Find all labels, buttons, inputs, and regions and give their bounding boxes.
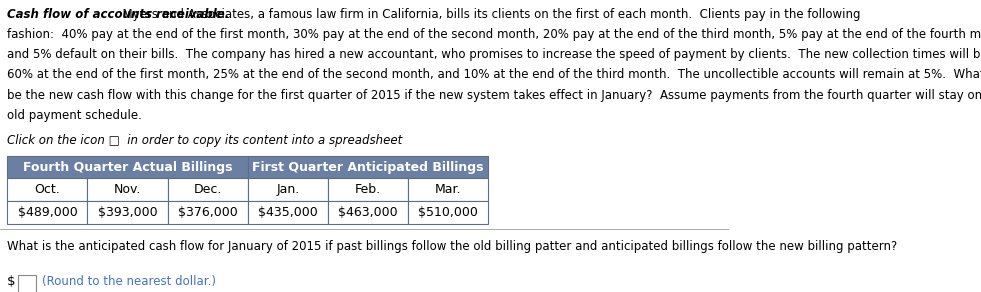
- Text: $510,000: $510,000: [418, 206, 478, 219]
- FancyBboxPatch shape: [408, 201, 489, 224]
- Text: $: $: [7, 275, 16, 288]
- FancyBboxPatch shape: [19, 275, 36, 292]
- FancyBboxPatch shape: [7, 178, 87, 201]
- Text: Click on the icon □  in order to copy its content into a spreadsheet: Click on the icon □ in order to copy its…: [7, 134, 402, 147]
- FancyBboxPatch shape: [168, 178, 248, 201]
- FancyBboxPatch shape: [248, 156, 489, 178]
- Text: Cash flow of accounts receivable.: Cash flow of accounts receivable.: [7, 8, 230, 21]
- FancyBboxPatch shape: [87, 178, 168, 201]
- Text: Oct.: Oct.: [34, 183, 60, 197]
- Text: First Quarter Anticipated Billings: First Quarter Anticipated Billings: [252, 161, 484, 173]
- Text: Nov.: Nov.: [114, 183, 141, 197]
- Text: $376,000: $376,000: [178, 206, 237, 219]
- Text: 60% at the end of the first month, 25% at the end of the second month, and 10% a: 60% at the end of the first month, 25% a…: [7, 68, 981, 81]
- Text: (Round to the nearest dollar.): (Round to the nearest dollar.): [42, 275, 216, 288]
- Text: $393,000: $393,000: [98, 206, 157, 219]
- Text: Feb.: Feb.: [355, 183, 382, 197]
- FancyBboxPatch shape: [248, 201, 328, 224]
- FancyBboxPatch shape: [328, 178, 408, 201]
- Text: $489,000: $489,000: [18, 206, 77, 219]
- FancyBboxPatch shape: [7, 156, 248, 178]
- FancyBboxPatch shape: [408, 178, 489, 201]
- FancyBboxPatch shape: [7, 201, 87, 224]
- Text: Myers and Associates, a famous law firm in California, bills its clients on the : Myers and Associates, a famous law firm …: [115, 8, 860, 21]
- FancyBboxPatch shape: [248, 178, 328, 201]
- Text: $463,000: $463,000: [338, 206, 398, 219]
- Text: and 5% default on their bills.  The company has hired a new accountant, who prom: and 5% default on their bills. The compa…: [7, 48, 981, 61]
- Text: Mar.: Mar.: [435, 183, 461, 197]
- Text: Dec.: Dec.: [193, 183, 222, 197]
- Text: fashion:  40% pay at the end of the first month, 30% pay at the end of the secon: fashion: 40% pay at the end of the first…: [7, 28, 981, 41]
- Text: be the new cash flow with this change for the first quarter of 2015 if the new s: be the new cash flow with this change fo…: [7, 88, 981, 102]
- Text: old payment schedule.: old payment schedule.: [7, 109, 142, 122]
- Text: What is the anticipated cash flow for January of 2015 if past billings follow th: What is the anticipated cash flow for Ja…: [7, 240, 898, 253]
- Text: Fourth Quarter Actual Billings: Fourth Quarter Actual Billings: [23, 161, 232, 173]
- FancyBboxPatch shape: [87, 201, 168, 224]
- Text: Jan.: Jan.: [277, 183, 299, 197]
- Text: $435,000: $435,000: [258, 206, 318, 219]
- FancyBboxPatch shape: [328, 201, 408, 224]
- FancyBboxPatch shape: [168, 201, 248, 224]
